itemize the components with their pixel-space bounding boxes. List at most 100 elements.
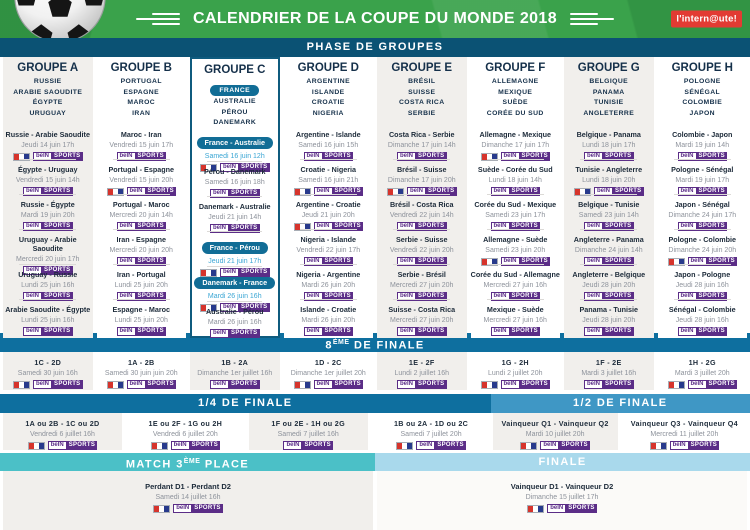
- bein-badge-right: SPORTS: [239, 163, 270, 172]
- match-teams: Danemark - France: [194, 276, 276, 289]
- match-date: Vendredi 22 juin 20h: [389, 246, 454, 254]
- tf1-badge: [153, 504, 171, 513]
- team-name: COLOMBIE: [682, 99, 723, 106]
- bein-badge-right: SPORTS: [229, 380, 260, 389]
- bein-badge-right: SPORTS: [706, 257, 737, 266]
- bein-sports-badge: beIN SPORTS: [416, 441, 466, 450]
- group-title: GROUPE D: [297, 62, 359, 74]
- bein-sports-badge: beIN SPORTS: [23, 222, 73, 231]
- match-teams: Espagne - Maroc: [112, 305, 170, 314]
- tf1-stripe: [24, 153, 29, 160]
- channel-badges: beIN SPORTS: [471, 152, 561, 161]
- channel-badges: beIN SPORTS: [3, 222, 93, 231]
- section-header-phase-de-groupes: PHASE DE GROUPES: [0, 38, 750, 57]
- match-teams: 1A ou 2B - 1C ou 2D: [25, 419, 100, 428]
- channel-badges: beIN SPORTS: [471, 257, 561, 266]
- bein-badge-right: SPORTS: [566, 504, 597, 513]
- bein-badge-right: SPORTS: [302, 441, 333, 450]
- bein-badge-right: SPORTS: [322, 152, 353, 161]
- match: Espagne - Maroc Lundi 25 juin 20h beIN SPOR…: [97, 299, 187, 336]
- linternaute-logo[interactable]: l'intern@ute!: [671, 10, 742, 28]
- channel-badges: beIN SPORTS: [377, 380, 467, 389]
- tf1-stripe: [655, 442, 661, 449]
- match-teams: Argentine - Islande: [295, 130, 361, 139]
- tf1-badge: [667, 380, 685, 389]
- team-name: BELGIQUE: [589, 78, 629, 85]
- match-date: Mercredi 11 juillet 20h: [650, 430, 719, 438]
- bein-badge-left: beIN: [23, 266, 43, 275]
- channel-badges: beIN SPORTS: [3, 380, 93, 389]
- match: Serbie - Suisse Vendredi 22 juin 20h beIN S…: [377, 229, 467, 266]
- tf1-stripe: [650, 442, 656, 449]
- match-date: Lundi 25 juin 16h: [21, 281, 75, 289]
- bein-sports-badge: beIN SPORTS: [220, 163, 270, 172]
- bein-sports-badge: beIN SPORTS: [490, 292, 540, 301]
- tf1-stripe: [393, 188, 398, 195]
- bein-sports-badge: beIN SPORTS: [397, 222, 447, 231]
- bein-badge-left: beIN: [170, 441, 190, 450]
- tf1-stripe: [486, 153, 492, 160]
- bein-badge-left: beIN: [584, 222, 604, 231]
- bein-sports-badge: beIN SPORTS: [210, 380, 260, 389]
- match: Danemark - France Mardi 26 juin 16h beIN SP…: [192, 266, 278, 312]
- team-name: SUÈDE: [502, 99, 528, 106]
- title-wrap: CALENDRIER DE LA COUPE DU MONDE 2018: [135, 10, 615, 28]
- team-name: SUISSE: [408, 88, 436, 96]
- bein-badge-right: SPORTS: [192, 504, 223, 513]
- channel-badges: beIN SPORTS: [377, 222, 467, 231]
- team-name: SERBIE: [407, 109, 436, 117]
- bein-badge-right: SPORTS: [229, 329, 260, 338]
- bein-badge-right: SPORTS: [42, 187, 73, 196]
- match-date: Samedi 23 juin 17h: [485, 211, 546, 219]
- tf1-stripe: [491, 258, 497, 265]
- tf1-stripe: [19, 381, 24, 388]
- team-name: COSTA RICA: [398, 99, 445, 106]
- match-date: Mardi 19 juin 17h: [675, 176, 730, 184]
- bein-badge-right: SPORTS: [696, 187, 727, 196]
- match: Colombie - Japon Mardi 19 juin 14h beIN SPO…: [658, 124, 748, 161]
- match: Égypte - Uruguay Vendredi 15 juin 14h beIN…: [3, 159, 93, 196]
- channel-badges: beIN SPORTS: [284, 380, 374, 389]
- bein-sports-badge: beIN SPORTS: [126, 380, 176, 389]
- match-teams: Russie - Égypte: [20, 200, 75, 209]
- bein-badge-left: beIN: [313, 187, 333, 196]
- bein-sports-badge: beIN SPORTS: [500, 257, 550, 266]
- match-teams: Corée du Sud - Mexique: [474, 200, 557, 209]
- tf1-badge: [574, 187, 591, 196]
- group-column: GROUPE A RUSSIE ARABIE SAOUDITE ÉGYPTE URUGU…: [3, 57, 93, 338]
- bein-badge-right: SPORTS: [416, 222, 447, 231]
- deco-lines-left-icon: [135, 10, 180, 28]
- tf1-stripe: [14, 381, 19, 388]
- bein-badge-right: SPORTS: [229, 189, 260, 198]
- section-header-finale: FINALE: [375, 453, 750, 471]
- bein-badge-right: SPORTS: [52, 380, 83, 389]
- match-date: Lundi 25 juin 20h: [114, 281, 168, 289]
- match-teams: Arabie Saoudite - Égypte: [5, 305, 91, 314]
- team-name: CORÉE DU SUD: [486, 109, 544, 117]
- bein-sports-badge: beIN SPORTS: [540, 441, 590, 450]
- bein-sports-badge: beIN SPORTS: [116, 257, 166, 266]
- tf1-stripe: [575, 188, 580, 195]
- bein-sports-badge: beIN SPORTS: [170, 441, 221, 450]
- match: Islande - Croatie Mardi 26 juin 20h beIN SP…: [284, 299, 374, 336]
- bein-sports-badge: beIN SPORTS: [594, 187, 644, 196]
- channel-badges: beIN SPORTS: [192, 189, 278, 198]
- section-header-match-3eme-place: MATCH 3ÈME PLACE: [0, 453, 375, 471]
- bein-badge-left: beIN: [500, 152, 520, 161]
- match: France - Pérou Jeudi 21 juin 17h beIN SPORT…: [192, 231, 278, 277]
- match-date: Lundi 2 juillet 20h: [488, 369, 543, 377]
- bein-badge-right: SPORTS: [696, 222, 727, 231]
- match-teams: Nigeria - Argentine: [296, 270, 361, 279]
- match-teams: Angleterre - Belgique: [572, 270, 646, 279]
- bein-badge-right: SPORTS: [559, 441, 590, 450]
- match: Japon - Pologne Jeudi 28 juin 16h beIN SPOR…: [658, 264, 748, 301]
- third-label-pre: MATCH 3: [125, 458, 184, 471]
- bein-badge-right: SPORTS: [603, 327, 634, 336]
- bein-badge-right: SPORTS: [239, 303, 270, 312]
- qf-row: 1A ou 2B - 1C ou 2D Vendredi 6 juillet 16…: [0, 413, 491, 450]
- group-column: GROUPE G BELGIQUE PANAMA TUNISIE ANGLETERRE B…: [564, 57, 654, 338]
- bein-badge-left: beIN: [687, 257, 707, 266]
- team-name: PANAMA: [592, 88, 625, 96]
- match: Brésil - Costa Rica Vendredi 22 juin 14h b…: [377, 194, 467, 231]
- match-date: Vendredi 15 juin 14h: [15, 176, 80, 184]
